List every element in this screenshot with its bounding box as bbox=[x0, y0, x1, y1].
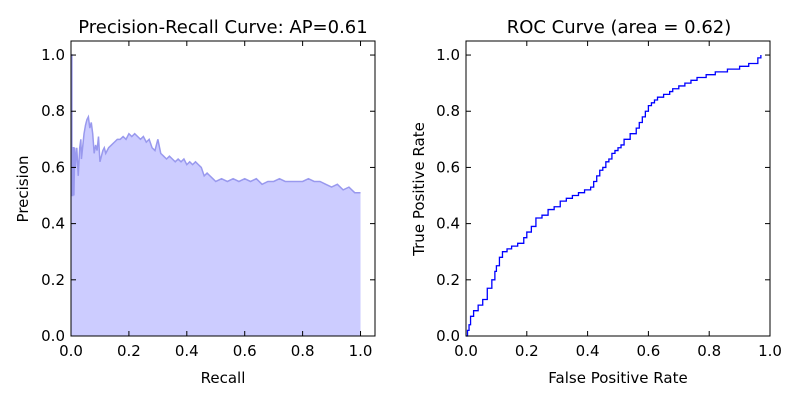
roc-axes-frame bbox=[465, 40, 771, 337]
roc-curve-line bbox=[466, 55, 762, 337]
roc-y-tick-label: 0.6 bbox=[436, 158, 460, 176]
roc-x-tick-label: 0.4 bbox=[576, 342, 600, 360]
pr-y-tick-label: 0.4 bbox=[41, 215, 65, 233]
pr-y-tick-label: 0.6 bbox=[41, 158, 65, 176]
pr-x-axis-label: Recall bbox=[201, 369, 246, 387]
roc-x-tick-label: 0.6 bbox=[636, 342, 660, 360]
pr-plot-area bbox=[71, 54, 361, 337]
pr-y-tick-label: 0.0 bbox=[41, 327, 65, 345]
roc-x-axis-label: False Positive Rate bbox=[548, 369, 687, 387]
roc-y-ticks: 0.0 0.2 0.4 0.6 0.8 1.0 bbox=[436, 46, 770, 345]
precision-recall-panel: Precision-Recall Curve: AP=0.61 0.0 0.2 0.… bbox=[14, 17, 376, 387]
roc-y-tick-label: 0.0 bbox=[436, 327, 460, 345]
roc-x-tick-label: 1.0 bbox=[758, 342, 782, 360]
roc-y-tick-label: 0.2 bbox=[436, 271, 460, 289]
roc-x-tick-label: 0.2 bbox=[515, 342, 539, 360]
pr-x-tick-label: 0.4 bbox=[175, 342, 199, 360]
pr-curve-line bbox=[71, 54, 361, 197]
roc-y-tick-label: 1.0 bbox=[436, 46, 460, 64]
roc-y-tick-label: 0.8 bbox=[436, 102, 460, 120]
pr-x-tick-label: 1.0 bbox=[349, 342, 373, 360]
pr-x-tick-label: 0.2 bbox=[117, 342, 141, 360]
roc-x-ticks: 0.0 0.2 0.4 0.6 0.8 1.0 bbox=[454, 41, 782, 360]
pr-x-tick-label: 0.8 bbox=[291, 342, 315, 360]
pr-chart-title: Precision-Recall Curve: AP=0.61 bbox=[78, 17, 367, 38]
pr-y-tick-label: 0.8 bbox=[41, 102, 65, 120]
roc-y-tick-label: 0.4 bbox=[436, 215, 460, 233]
roc-chart-title: ROC Curve (area = 0.62) bbox=[507, 17, 732, 38]
roc-x-tick-label: 0.0 bbox=[454, 342, 478, 360]
roc-plot-area bbox=[466, 55, 762, 337]
pr-y-ticks: 0.0 0.2 0.4 0.6 0.8 1.0 bbox=[41, 46, 375, 345]
pr-x-ticks: 0.0 0.2 0.4 0.6 0.8 1.0 bbox=[59, 41, 372, 360]
roc-x-tick-label: 0.8 bbox=[697, 342, 721, 360]
pr-axes-frame bbox=[70, 40, 376, 337]
roc-y-axis-label: True Positive Rate bbox=[410, 122, 428, 257]
pr-area-fill bbox=[71, 55, 361, 337]
roc-panel: ROC Curve (area = 0.62) 0.0 0.2 0.4 0.6 0.8 1… bbox=[410, 17, 782, 387]
pr-y-axis-label: Precision bbox=[14, 156, 32, 223]
pr-y-tick-label: 1.0 bbox=[41, 46, 65, 64]
pr-x-tick-label: 0.6 bbox=[233, 342, 257, 360]
pr-x-tick-label: 0.0 bbox=[59, 342, 83, 360]
pr-y-tick-label: 0.2 bbox=[41, 271, 65, 289]
